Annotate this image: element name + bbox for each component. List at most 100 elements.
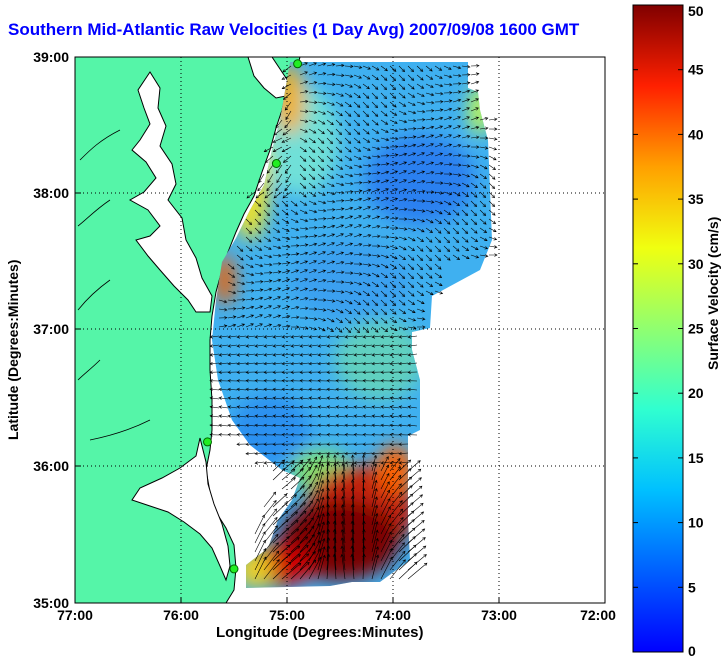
- velocity-arrow: [299, 278, 308, 283]
- velocity-arrow: [317, 546, 326, 571]
- velocity-arrow: [276, 173, 283, 184]
- velocity-arrow: [299, 370, 310, 374]
- velocity-arrow: [227, 387, 238, 392]
- velocity-arrow: [452, 227, 460, 235]
- velocity-arrow: [470, 236, 479, 242]
- velocity-arrow: [389, 254, 398, 260]
- velocity-arrow: [371, 396, 382, 400]
- velocity-arrow: [218, 379, 229, 383]
- velocity-arrow: [461, 81, 471, 85]
- velocity-arrow: [254, 396, 265, 400]
- velocity-arrow: [407, 433, 418, 437]
- velocity-arrow: [416, 236, 425, 242]
- velocity-arrow: [281, 236, 291, 241]
- velocity-arrow: [353, 233, 363, 238]
- velocity-arrow: [344, 215, 354, 220]
- velocity-arrow: [209, 370, 220, 374]
- velocity-arrow: [353, 92, 361, 99]
- velocity-arrow: [326, 173, 335, 179]
- velocity-arrow: [353, 396, 364, 400]
- velocity-arrow: [236, 414, 247, 418]
- velocity-arrow: [275, 119, 283, 129]
- velocity-arrow: [425, 117, 435, 121]
- velocity-arrow: [371, 317, 379, 325]
- velocity-arrow: [389, 457, 401, 472]
- velocity-arrow: [299, 306, 309, 310]
- velocity-arrow: [371, 110, 379, 117]
- velocity-arrow: [389, 197, 399, 202]
- velocity-arrow: [353, 281, 363, 286]
- velocity-arrow: [290, 252, 300, 256]
- velocity-arrow: [317, 396, 328, 400]
- velocity-arrow: [425, 83, 434, 88]
- velocity-arrow: [389, 101, 397, 108]
- velocity-arrow: [335, 128, 343, 136]
- velocity-arrow: [470, 218, 478, 226]
- velocity-arrow: [299, 71, 308, 76]
- velocity-arrow: [282, 155, 292, 163]
- velocity-arrow: [488, 245, 498, 249]
- velocity-arrow: [299, 517, 314, 535]
- velocity-arrow: [416, 134, 426, 139]
- velocity-arrow: [380, 179, 390, 184]
- velocity-arrow: [452, 209, 460, 216]
- velocity-arrow: [308, 119, 317, 124]
- velocity-arrow: [326, 233, 336, 238]
- velocity-arrow: [362, 335, 373, 339]
- velocity-arrow: [290, 209, 299, 215]
- velocity-arrow: [209, 414, 220, 418]
- velocity-arrow: [308, 200, 317, 205]
- velocity-arrow: [443, 99, 453, 103]
- velocity-arrow: [353, 335, 364, 339]
- velocity-arrow: [488, 236, 498, 241]
- velocity-arrow: [308, 251, 318, 256]
- velocity-arrow: [290, 442, 301, 446]
- velocity-arrow: [326, 155, 334, 162]
- velocity-arrow: [479, 136, 489, 140]
- velocity-arrow: [470, 126, 480, 130]
- velocity-arrow: [299, 109, 309, 114]
- velocity-arrow: [218, 353, 229, 357]
- velocity-arrow: [389, 370, 400, 374]
- velocity-arrow: [398, 281, 406, 289]
- velocity-arrow: [254, 379, 265, 383]
- velocity-arrow: [452, 245, 460, 252]
- velocity-arrow: [290, 536, 309, 553]
- velocity-arrow: [488, 200, 496, 208]
- velocity-arrow: [236, 323, 246, 328]
- velocity-arrow: [317, 279, 327, 283]
- velocity-arrow: [299, 361, 310, 366]
- velocity-arrow: [407, 423, 418, 428]
- velocity-arrow: [290, 315, 300, 319]
- velocity-arrow: [380, 235, 390, 239]
- velocity-arrow: [362, 146, 371, 151]
- velocity-arrow: [470, 227, 478, 234]
- velocity-arrow: [272, 527, 290, 544]
- velocity-arrow: [407, 65, 415, 73]
- velocity-arrow: [317, 488, 325, 508]
- velocity-arrow: [488, 173, 496, 180]
- velocity-arrow: [263, 227, 271, 234]
- velocity-arrow: [389, 466, 401, 481]
- velocity-arrow: [263, 218, 271, 225]
- velocity-arrow: [380, 396, 391, 400]
- velocity-arrow: [452, 116, 461, 121]
- velocity-arrow: [389, 483, 402, 499]
- velocity-arrow: [290, 502, 306, 517]
- velocity-arrow: [263, 508, 277, 526]
- velocity-arrow: [299, 396, 310, 400]
- velocity-arrow: [308, 146, 316, 153]
- velocity-arrow: [317, 288, 327, 292]
- velocity-arrow: [299, 297, 309, 301]
- velocity-arrow: [335, 199, 345, 203]
- velocity-arrow: [308, 155, 316, 163]
- velocity-arrow: [380, 206, 390, 211]
- velocity-arrow: [317, 471, 324, 490]
- velocity-arrow: [326, 387, 337, 392]
- velocity-arrow: [263, 396, 274, 400]
- velocity-arrow: [398, 110, 407, 115]
- velocity-arrow: [299, 155, 307, 162]
- velocity-arrow: [362, 281, 371, 287]
- velocity-arrow: [290, 527, 308, 544]
- x-axis-label: Longitude (Degrees:Minutes): [216, 624, 424, 641]
